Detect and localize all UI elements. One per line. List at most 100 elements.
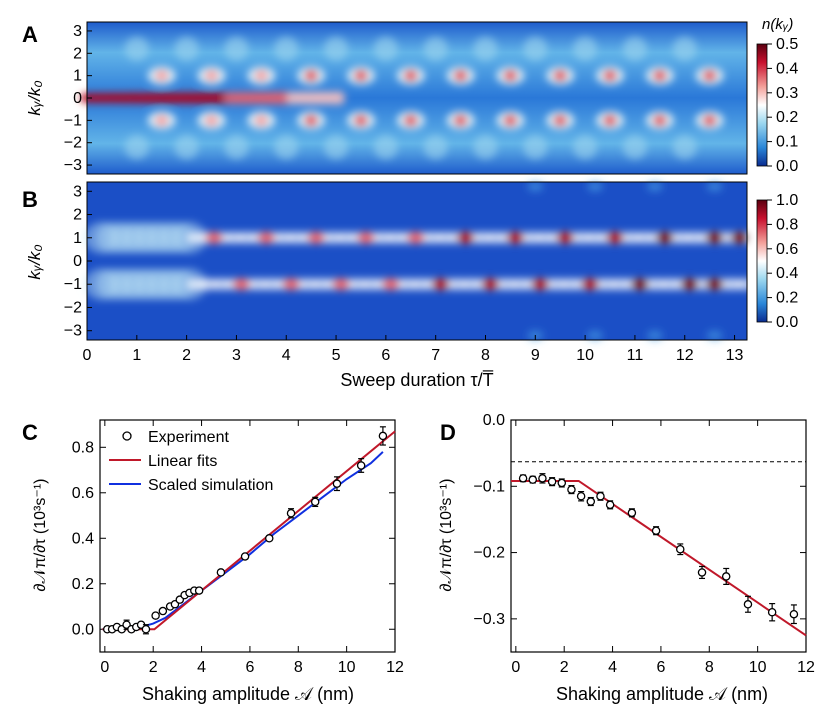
heatmap-b-peak <box>655 231 674 244</box>
heatmap-ytick-label: 0 <box>73 90 82 107</box>
data-point <box>547 477 557 486</box>
heatmap-a-side <box>622 36 647 61</box>
heatmap-a-side <box>622 135 647 160</box>
heatmap-ytick-label: 1 <box>73 68 82 85</box>
heatmap-xtick-label: 4 <box>282 347 291 364</box>
heatmap-a-peak <box>254 114 269 127</box>
heatmap-b-peak <box>307 231 326 244</box>
data-point <box>586 497 596 506</box>
heatmap-a-peak <box>603 69 618 82</box>
heatmap-a-side <box>174 135 199 160</box>
colorbar-a <box>756 43 768 167</box>
ytick-label: −0.1 <box>473 478 505 495</box>
heatmap-ytick-label: −3 <box>64 323 82 340</box>
colorbar-tick-label: 0.6 <box>776 241 798 258</box>
plot-frame <box>99 419 396 653</box>
heatmap-a-peak <box>702 69 717 82</box>
heatmap-b-peak <box>606 231 624 244</box>
heatmap-a-peak <box>652 114 667 127</box>
colorbar-tick-label: 0.2 <box>776 290 798 307</box>
heatmap-xtick-label: 7 <box>431 347 440 364</box>
ytick-label: 0.2 <box>72 576 94 593</box>
heatmap-a-side <box>373 135 398 160</box>
heatmap-b-peak <box>581 278 600 291</box>
plot-c: 0 2 4 6 8 10 12 0.0 0.2 0.4 0.6 0.8 <box>72 419 404 676</box>
heatmap-a-side <box>324 135 349 160</box>
data-point <box>576 491 586 501</box>
heatmap-b-side <box>587 330 604 341</box>
colorbar-title-a: n(kᵧ) <box>762 16 793 33</box>
heatmap-b-peak <box>680 278 699 291</box>
heatmap-b-peak <box>705 278 724 291</box>
heatmap-a-peak <box>204 69 219 82</box>
legend-c: Experiment Linear fits Scaled simulation <box>109 429 273 494</box>
xtick-label: 4 <box>197 659 206 676</box>
data-point <box>216 568 226 577</box>
heatmap-b-peak <box>205 231 224 244</box>
data-point <box>567 485 576 494</box>
heatmap-a-side <box>573 135 598 160</box>
colorbar-tick-label: 0.2 <box>776 109 798 126</box>
heatmap-xtick-label: 3 <box>232 347 241 364</box>
data-point <box>332 479 342 488</box>
heatmap-b-peak <box>730 231 749 244</box>
heatmap-b-peak <box>705 231 724 244</box>
xtick-label: 0 <box>100 659 109 676</box>
heatmap-b-side <box>646 330 663 341</box>
ytick-label: 0.6 <box>72 485 94 502</box>
heatmap-ytick-label: 1 <box>73 230 82 247</box>
heatmap-b <box>83 181 755 341</box>
ytick-label: −0.2 <box>473 545 505 562</box>
xtick-label: 8 <box>294 659 303 676</box>
heatmap-a-side <box>672 36 697 61</box>
heatmap-a-side <box>324 36 349 61</box>
heatmap-a-side <box>124 36 149 61</box>
heatmap-a-peak <box>453 114 468 127</box>
heatmap-ytick-label: −2 <box>64 135 82 152</box>
data-point <box>158 606 168 616</box>
colorbar-tick-label: 0.4 <box>776 60 798 77</box>
xtick-label: 0 <box>511 659 520 676</box>
xtick-label: 6 <box>245 659 254 676</box>
heatmap-xtick-label: 5 <box>332 347 341 364</box>
heatmap-b-peak <box>406 231 425 244</box>
xtick-label: 2 <box>560 659 569 676</box>
panel-letter-d: D <box>440 420 456 445</box>
heatmap-a-peak <box>553 69 568 82</box>
data-point <box>356 461 366 470</box>
heatmap-xtick-label: 1 <box>132 347 141 364</box>
heatmap-b-side <box>706 181 723 192</box>
heatmap-b-peak <box>556 231 575 244</box>
heatmap-a-side <box>224 36 249 61</box>
heatmap-b-peak <box>431 278 450 291</box>
data-point <box>538 474 547 483</box>
colorbar-tick-label: 1.0 <box>776 192 798 209</box>
heatmap-a-side <box>672 135 697 160</box>
heatmap-ytick-label: 2 <box>73 45 82 62</box>
heatmap-a-center-cell <box>331 91 346 105</box>
heatmap-b-peak <box>481 278 500 291</box>
xtick-label: 4 <box>608 659 617 676</box>
heatmap-a-side <box>473 135 498 160</box>
xtick-label: 8 <box>705 659 714 676</box>
data-point <box>627 508 637 518</box>
heatmap-a-peak <box>503 114 518 127</box>
plot-d: 0 2 4 6 8 10 12 0.0 −0.1 −0.2 −0.3 <box>473 412 815 676</box>
heatmap-xtick-label: 2 <box>182 347 191 364</box>
heatmap-b-peak <box>257 231 276 244</box>
heatmap-ytick-label: 0 <box>73 253 82 270</box>
heatmap-ytick-label: 3 <box>73 23 82 40</box>
data-point <box>151 611 160 620</box>
heatmap-xtick-label: 10 <box>576 347 594 364</box>
xlabel-c: Shaking amplitude 𝒜 (nm) <box>142 684 354 704</box>
heatmap-b-peak <box>332 278 351 291</box>
heatmap-a-side <box>224 135 249 160</box>
heatmap-a-peak <box>553 114 568 127</box>
xtick-label: 12 <box>797 659 815 676</box>
heatmap-b-peak <box>356 231 375 244</box>
heatmap-a-side <box>523 36 548 61</box>
data-point <box>651 526 661 535</box>
heatmap-a-side <box>423 135 448 160</box>
ylabel-b: kᵧ/k₀ <box>25 244 44 279</box>
